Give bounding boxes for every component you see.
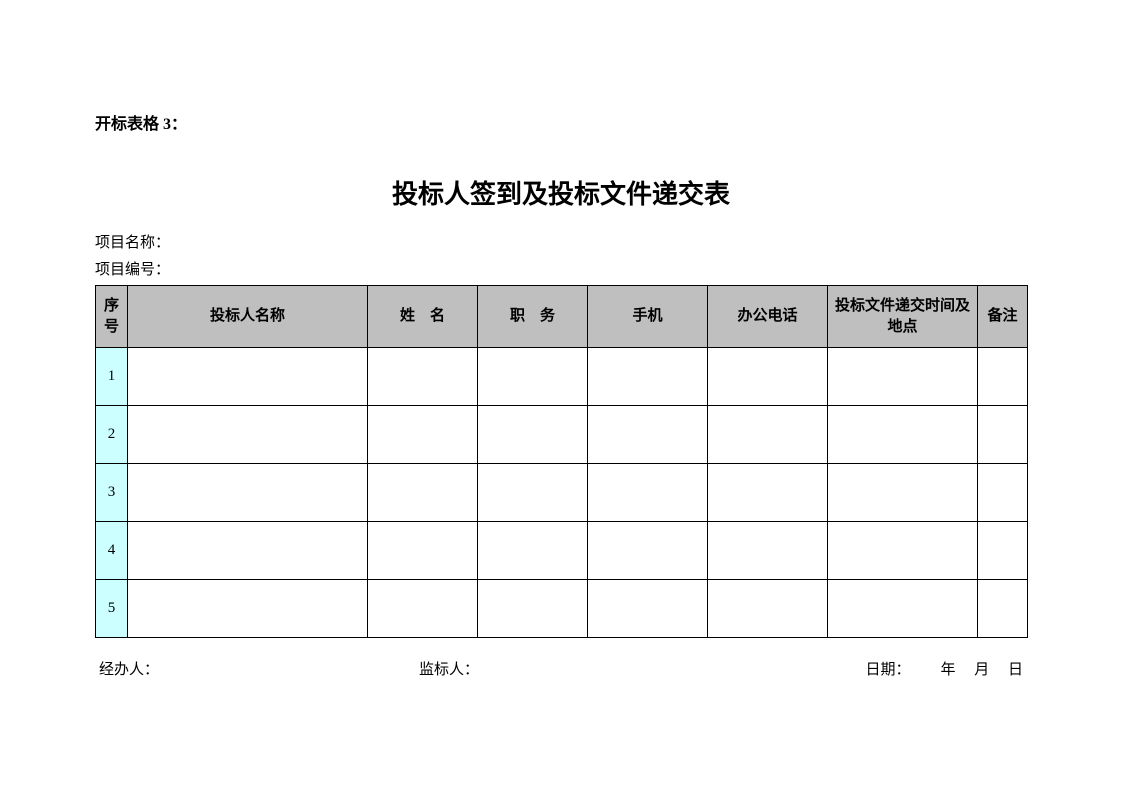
- supervisor-label: 监标人：: [419, 658, 479, 679]
- table-header-row: 序号 投标人名称 姓 名 职 务 手机 办公电话 投标文件递交时间及地点 备注: [96, 286, 1028, 348]
- col-header-mobile: 手机: [588, 286, 708, 348]
- cell-remark: [978, 406, 1028, 464]
- cell-name: [368, 348, 478, 406]
- cell-index: 1: [96, 348, 128, 406]
- cell-name: [368, 522, 478, 580]
- table-row: 4: [96, 522, 1028, 580]
- day-unit: 日: [1008, 662, 1023, 678]
- cell-index: 3: [96, 464, 128, 522]
- table-row: 3: [96, 464, 1028, 522]
- cell-index: 4: [96, 522, 128, 580]
- col-header-name: 姓 名: [368, 286, 478, 348]
- cell-submit: [828, 522, 978, 580]
- col-header-submit: 投标文件递交时间及地点: [828, 286, 978, 348]
- col-header-bidder: 投标人名称: [128, 286, 368, 348]
- cell-bidder: [128, 406, 368, 464]
- cell-name: [368, 580, 478, 638]
- date-label: 日期：: [865, 662, 910, 678]
- cell-office: [708, 348, 828, 406]
- cell-remark: [978, 348, 1028, 406]
- cell-duty: [478, 348, 588, 406]
- cell-submit: [828, 406, 978, 464]
- cell-mobile: [588, 348, 708, 406]
- cell-bidder: [128, 580, 368, 638]
- cell-index: 5: [96, 580, 128, 638]
- cell-duty: [478, 580, 588, 638]
- cell-index: 2: [96, 406, 128, 464]
- cell-office: [708, 522, 828, 580]
- cell-duty: [478, 406, 588, 464]
- form-footer: 经办人： 监标人： 日期： 年 月 日: [95, 658, 1027, 679]
- col-header-duty: 职 务: [478, 286, 588, 348]
- table-row: 1: [96, 348, 1028, 406]
- page-title: 投标人签到及投标文件递交表: [95, 174, 1027, 211]
- cell-mobile: [588, 580, 708, 638]
- month-unit: 月: [974, 662, 989, 678]
- cell-mobile: [588, 464, 708, 522]
- cell-office: [708, 406, 828, 464]
- project-name-label: 项目名称：: [95, 231, 1027, 252]
- cell-mobile: [588, 406, 708, 464]
- project-number-label: 项目编号：: [95, 258, 1027, 279]
- cell-remark: [978, 464, 1028, 522]
- cell-name: [368, 464, 478, 522]
- bid-signin-table: 序号 投标人名称 姓 名 职 务 手机 办公电话 投标文件递交时间及地点 备注 …: [95, 285, 1028, 638]
- cell-office: [708, 464, 828, 522]
- cell-bidder: [128, 348, 368, 406]
- cell-submit: [828, 464, 978, 522]
- col-header-office: 办公电话: [708, 286, 828, 348]
- table-row: 5: [96, 580, 1028, 638]
- cell-name: [368, 406, 478, 464]
- cell-duty: [478, 464, 588, 522]
- cell-duty: [478, 522, 588, 580]
- cell-mobile: [588, 522, 708, 580]
- date-section: 日期： 年 月 日: [865, 658, 1023, 679]
- year-unit: 年: [940, 662, 955, 678]
- handler-label: 经办人：: [99, 658, 159, 679]
- cell-remark: [978, 580, 1028, 638]
- cell-bidder: [128, 464, 368, 522]
- cell-submit: [828, 580, 978, 638]
- col-header-index: 序号: [96, 286, 128, 348]
- table-row: 2: [96, 406, 1028, 464]
- col-header-remark: 备注: [978, 286, 1028, 348]
- form-label: 开标表格 3：: [95, 110, 1027, 134]
- cell-submit: [828, 348, 978, 406]
- cell-office: [708, 580, 828, 638]
- cell-bidder: [128, 522, 368, 580]
- cell-remark: [978, 522, 1028, 580]
